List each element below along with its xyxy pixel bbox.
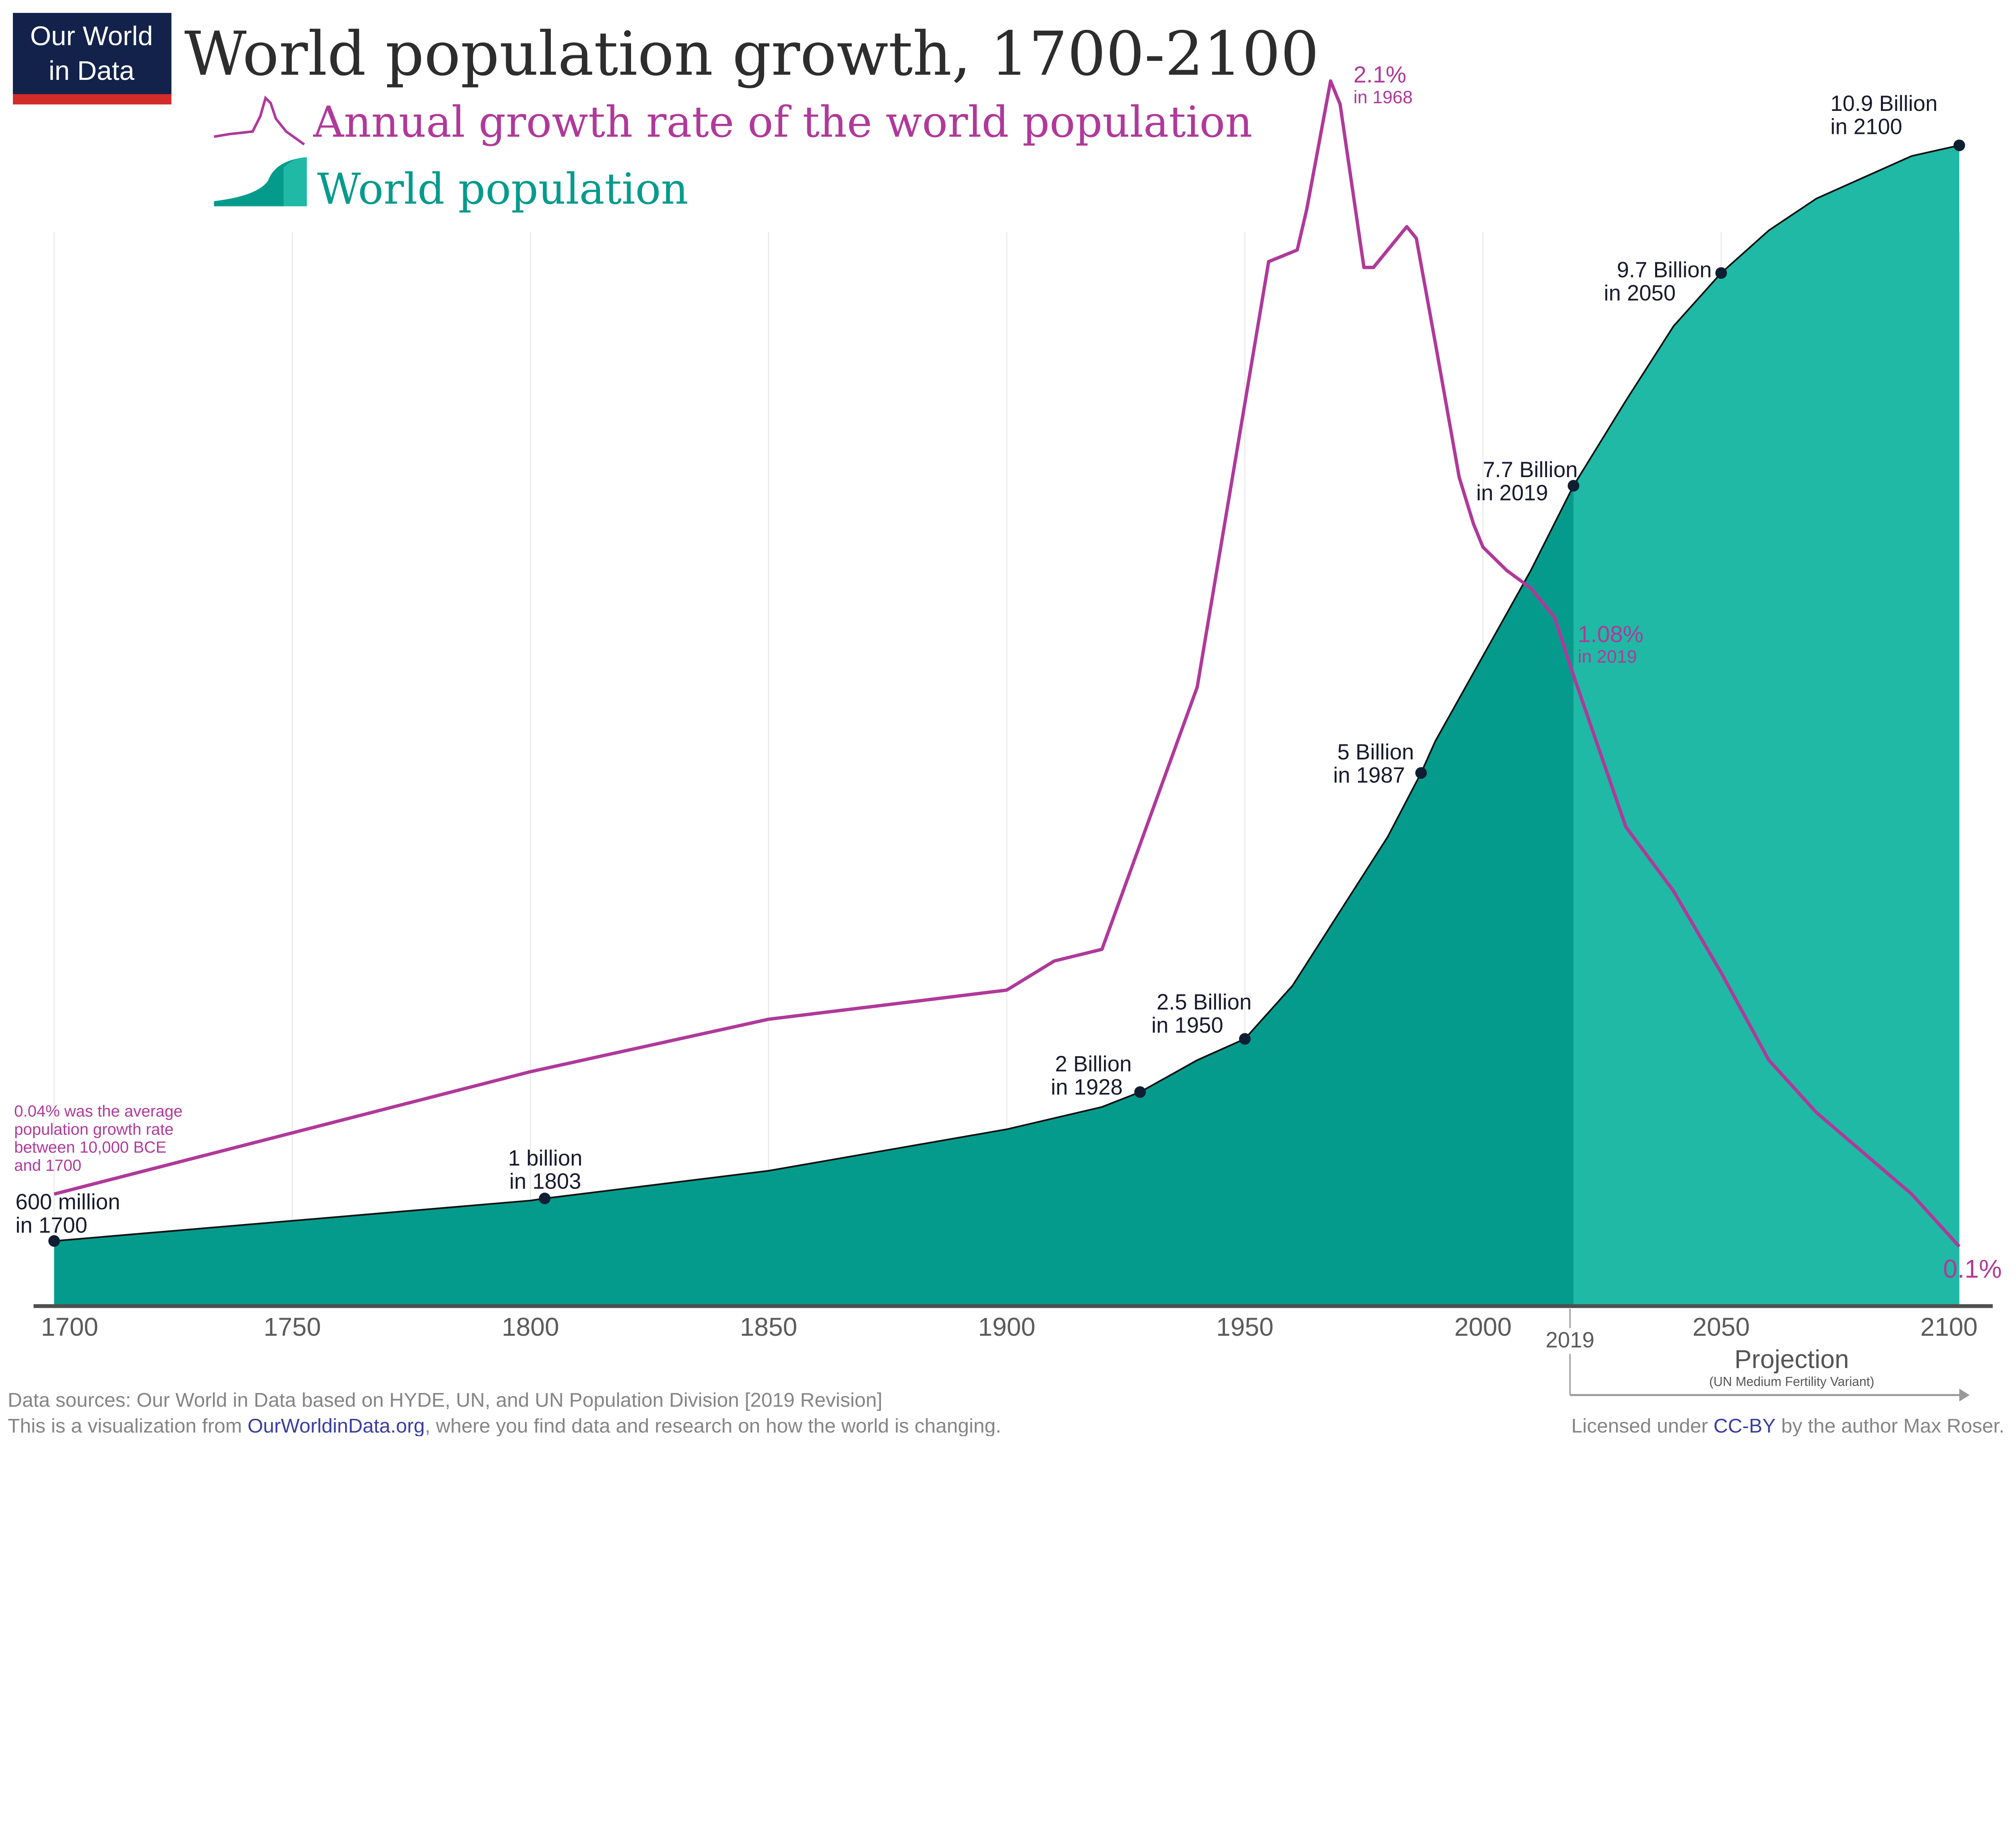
- footer-lic-pre: Licensed under: [1571, 1414, 1714, 1437]
- annotation-1928-value: 2 Billion: [1055, 1052, 1132, 1076]
- annotation-1928-year: in 1928: [1051, 1075, 1123, 1099]
- legend-population: World population: [214, 157, 688, 214]
- population-marker-1928: [1134, 1086, 1146, 1098]
- annotation-2100-year: in 2100: [1831, 114, 1902, 139]
- population-marker-2100: [1953, 140, 1965, 151]
- logo-text-line1: Our World: [30, 21, 153, 51]
- annotation-2019-value: 7.7 Billion: [1483, 457, 1578, 482]
- population-marker-1700: [48, 1235, 60, 1247]
- annotation-2050-value: 9.7 Billion: [1617, 257, 1712, 282]
- footer-sources: Data sources: Our World in Data based on…: [8, 1389, 882, 1411]
- annotation-note-line3: between 10,000 BCE: [14, 1139, 167, 1156]
- owid-link[interactable]: OurWorldinData.org: [248, 1414, 425, 1437]
- annotation-1987-year: in 1987: [1333, 763, 1405, 788]
- population-marker-1803: [539, 1193, 551, 1204]
- population-marker-1987: [1415, 767, 1427, 779]
- annotation-note-line1: 0.04% was the average: [14, 1103, 183, 1120]
- rate-annotations: 2.1% in 1968 1.08% in 2019 0.1% 0.04% wa…: [14, 62, 2002, 1284]
- chart: Our World in Data World population growt…: [8, 13, 2004, 1437]
- tick-label-1700: 1700: [41, 1312, 98, 1341]
- chart-title: World population growth, 1700-2100: [184, 19, 1319, 89]
- annotation-rate-2019-value: 1.08%: [1578, 621, 1643, 647]
- growth-rate-line-group: [54, 79, 1961, 1248]
- arrow-head-icon: [1959, 1389, 1970, 1402]
- tick-label-2019: 2019: [1545, 1328, 1594, 1352]
- population-area-historical: [54, 486, 1574, 1305]
- tick-label-1800: 1800: [502, 1312, 559, 1341]
- annotation-2050-year: in 2050: [1604, 281, 1676, 305]
- footer-visualization: This is a visualization from OurWorldinD…: [8, 1414, 1001, 1437]
- growth-rate-line: [54, 79, 1961, 1248]
- population-marker-1950: [1239, 1033, 1251, 1045]
- annotation-1803-value: 1 billion: [508, 1146, 582, 1170]
- logo-background: [12, 13, 172, 96]
- annotation-1950-year: in 1950: [1152, 1013, 1223, 1038]
- owid-logo[interactable]: Our World in Data: [12, 13, 172, 104]
- legend-rate-label: Annual growth rate of the world populati…: [313, 97, 1252, 147]
- line-icon: [214, 95, 305, 146]
- tick-label-1750: 1750: [264, 1312, 321, 1341]
- x-axis-ticks: 1700 1750 1800 1850 1900 1950 2000 2050 2100: [41, 1312, 1978, 1341]
- annotation-rate-2100-value: 0.1%: [1943, 1254, 2002, 1283]
- annotation-2019-year: in 2019: [1476, 480, 1548, 505]
- tick-label-1950: 1950: [1216, 1312, 1273, 1341]
- annotation-note-line4: and 1700: [14, 1157, 81, 1174]
- annotation-1987-value: 5 Billion: [1337, 740, 1414, 764]
- population-line: [54, 144, 1960, 1242]
- footer-vis-pre: This is a visualization from: [8, 1414, 248, 1437]
- annotation-note-line2: population growth rate: [14, 1120, 173, 1138]
- population-area: [54, 144, 1960, 1305]
- logo-text-line2: in Data: [49, 56, 135, 86]
- annotation-1700-value: 600 million: [15, 1190, 120, 1214]
- annotation-rate-1968-value: 2.1%: [1354, 62, 1406, 88]
- legend-population-label: World population: [317, 164, 688, 214]
- legend-rate: Annual growth rate of the world populati…: [214, 95, 1252, 147]
- tick-label-1900: 1900: [978, 1312, 1035, 1341]
- logo-accent-bar: [12, 94, 172, 104]
- annotation-rate-2019-year: in 2019: [1578, 646, 1637, 667]
- tick-label-2000: 2000: [1454, 1312, 1512, 1341]
- population-area-projection: [1573, 145, 1960, 1305]
- population-marker-2050: [1715, 267, 1727, 279]
- annotation-1950-value: 2.5 Billion: [1157, 990, 1252, 1014]
- annotation-1700-year: in 1700: [15, 1213, 87, 1237]
- cc-by-link[interactable]: CC-BY: [1714, 1414, 1776, 1437]
- footer-vis-post: , where you find data and research on ho…: [425, 1414, 1001, 1437]
- projection-sublabel: (UN Medium Fertility Variant): [1709, 1374, 1874, 1389]
- footer-license: Licensed under CC-BY by the author Max R…: [1571, 1414, 2004, 1437]
- area-icon-projection: [283, 157, 307, 206]
- population-markers: [48, 140, 1965, 1247]
- annotation-2100-value: 10.9 Billion: [1831, 91, 1938, 116]
- tick-label-2100: 2100: [1920, 1312, 1978, 1341]
- annotation-rate-1968-year: in 1968: [1354, 87, 1413, 107]
- footer-lic-post: by the author Max Roser.: [1776, 1414, 2004, 1437]
- projection-label: Projection: [1735, 1345, 1849, 1374]
- annotation-1803-year: in 1803: [509, 1169, 581, 1194]
- population-annotations: 600 million in 1700 1 billion in 1803 2 …: [15, 91, 1937, 1237]
- tick-label-1850: 1850: [740, 1312, 797, 1341]
- tick-label-2050: 2050: [1693, 1312, 1750, 1341]
- population-marker-2019: [1568, 480, 1579, 492]
